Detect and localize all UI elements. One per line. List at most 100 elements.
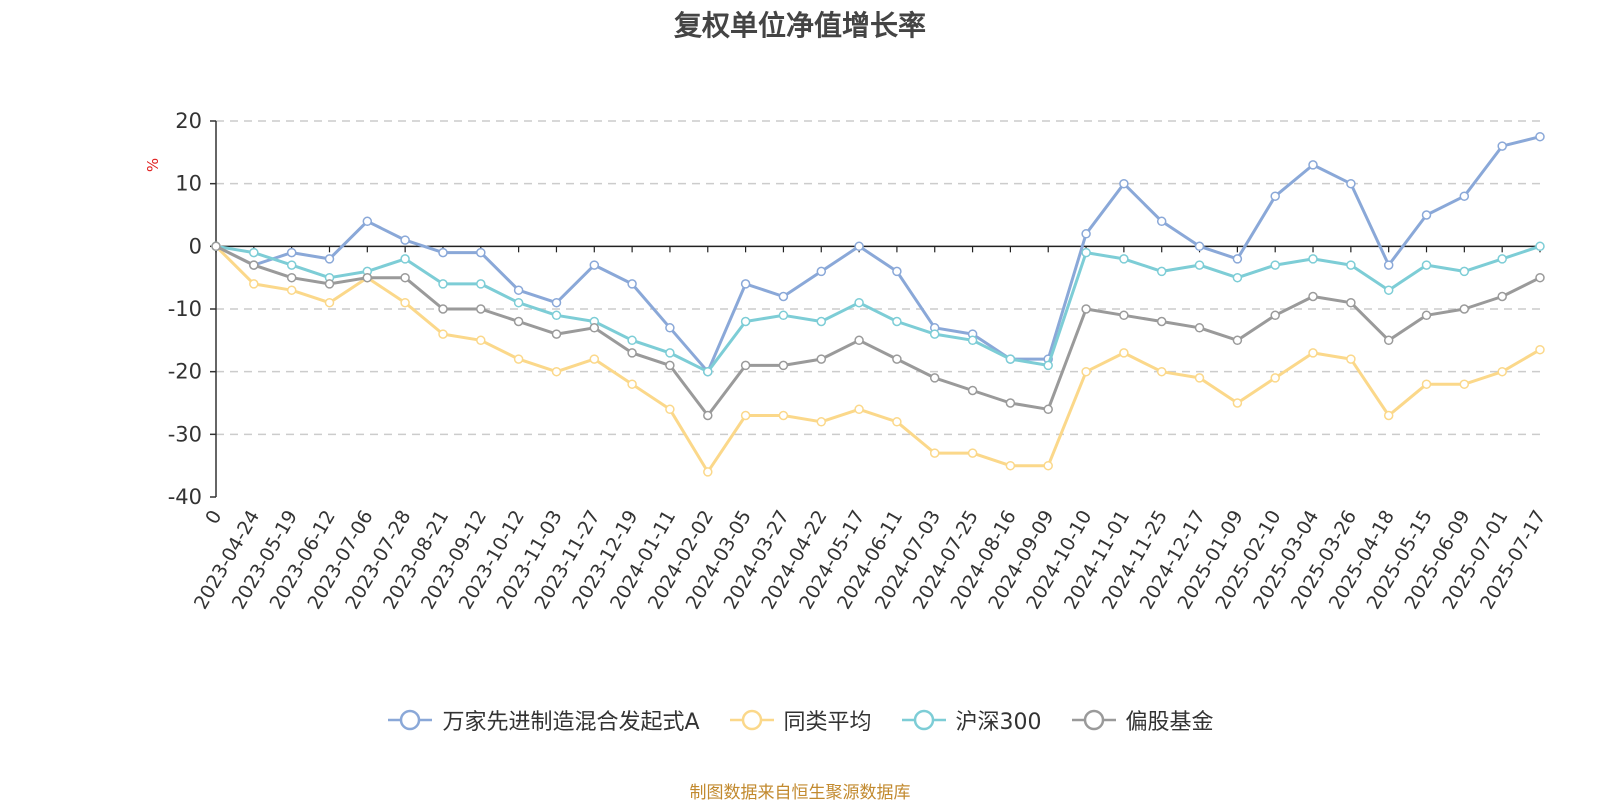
data-point	[1535, 344, 1545, 355]
data-point	[1308, 160, 1318, 170]
data-point	[551, 297, 562, 308]
data-point	[400, 297, 410, 308]
tick-labels: 20100-10-20-30-40%02023-04-242023-05-192…	[144, 109, 1550, 613]
data-point	[892, 266, 902, 277]
data-point	[589, 323, 600, 333]
data-point	[1459, 379, 1470, 389]
chart-title: 复权单位净值增长率	[673, 9, 926, 42]
data-point	[476, 279, 486, 289]
grid-lines	[216, 120, 1540, 436]
data-point	[1119, 178, 1129, 189]
data-point	[1270, 260, 1280, 270]
series-line-2	[214, 245, 1541, 474]
x-tick-label: 0	[201, 507, 226, 528]
data-point	[1194, 373, 1205, 383]
data-point	[286, 272, 297, 283]
data-point	[929, 329, 940, 339]
data-point	[665, 360, 675, 371]
data-point	[778, 360, 789, 371]
legend-label: 沪深300	[955, 710, 1042, 735]
data-point	[1497, 141, 1507, 151]
data-point	[1421, 260, 1432, 270]
data-point	[929, 373, 940, 383]
data-point	[1308, 348, 1318, 358]
legend-item-4[interactable]: 偏股基金	[1070, 704, 1214, 736]
data-point	[1535, 272, 1545, 283]
data-point	[400, 272, 410, 283]
data-point	[438, 247, 448, 258]
data-point	[362, 216, 373, 227]
data-point	[1497, 254, 1507, 264]
data-point	[1194, 241, 1205, 252]
data-point	[703, 410, 713, 421]
data-point	[286, 247, 297, 258]
y-tick-label: 20	[175, 109, 202, 133]
data-point	[1497, 291, 1507, 302]
y-tick-label: 0	[189, 234, 202, 258]
data-point	[854, 404, 864, 415]
y-tick-label: 10	[175, 172, 202, 196]
data-point	[967, 385, 978, 396]
data-point	[589, 354, 600, 364]
data-point	[1043, 360, 1053, 371]
data-point	[1043, 404, 1053, 415]
data-point	[362, 272, 373, 283]
data-point	[778, 291, 789, 302]
data-point	[551, 329, 562, 339]
data-point	[1346, 178, 1356, 189]
data-point	[1459, 266, 1470, 277]
data-point	[476, 247, 486, 258]
data-point	[1119, 310, 1129, 321]
data-point	[513, 297, 524, 308]
data-point	[1232, 398, 1243, 408]
data-point	[1308, 291, 1318, 302]
data-point	[1156, 316, 1167, 327]
data-point	[438, 279, 448, 289]
data-point	[1270, 310, 1280, 321]
data-point	[816, 417, 827, 427]
data-point	[1459, 304, 1470, 314]
data-point	[740, 410, 751, 421]
data-point	[1156, 216, 1167, 227]
legend-marker-icon	[388, 709, 433, 731]
data-point	[816, 266, 827, 277]
data-point	[1156, 266, 1167, 277]
data-point	[1005, 398, 1016, 408]
data-point	[665, 404, 675, 415]
legend-item-1[interactable]: 万家先进制造混合发起式A	[386, 704, 700, 736]
y-tick-label: -40	[168, 485, 202, 509]
series-line-1	[215, 135, 1541, 374]
data-point	[589, 260, 600, 270]
data-point	[1535, 241, 1545, 252]
legend-label: 同类平均	[783, 710, 872, 735]
data-point	[892, 417, 902, 427]
data-point	[249, 279, 259, 289]
data-point	[1043, 460, 1053, 471]
data-point	[740, 360, 751, 371]
data-point	[513, 316, 524, 327]
data-point	[627, 279, 637, 289]
data-point	[286, 285, 297, 295]
data-point	[1194, 260, 1205, 270]
data-point	[551, 310, 562, 321]
data-point	[1459, 191, 1470, 201]
data-point	[627, 335, 637, 346]
data-point	[1497, 366, 1507, 377]
legend-item-2[interactable]: 同类平均	[728, 704, 872, 736]
data-point	[438, 329, 448, 339]
data-point	[967, 448, 978, 458]
data-point	[400, 254, 410, 264]
data-point	[1421, 210, 1432, 220]
data-point	[1421, 310, 1432, 321]
legend-marker-icon	[901, 709, 946, 731]
data-point	[1119, 348, 1129, 358]
data-point	[324, 297, 335, 308]
legend-item-3[interactable]: 沪深300	[900, 704, 1042, 736]
data-point	[854, 335, 864, 346]
line-chart: 20100-10-20-30-40%02023-04-242023-05-192…	[144, 109, 1550, 613]
source-note: 制图数据来自恒生聚源数据库	[689, 783, 911, 803]
data-point	[513, 354, 524, 364]
data-point	[1346, 297, 1356, 308]
data-point	[1081, 366, 1091, 377]
data-point	[1383, 410, 1394, 421]
